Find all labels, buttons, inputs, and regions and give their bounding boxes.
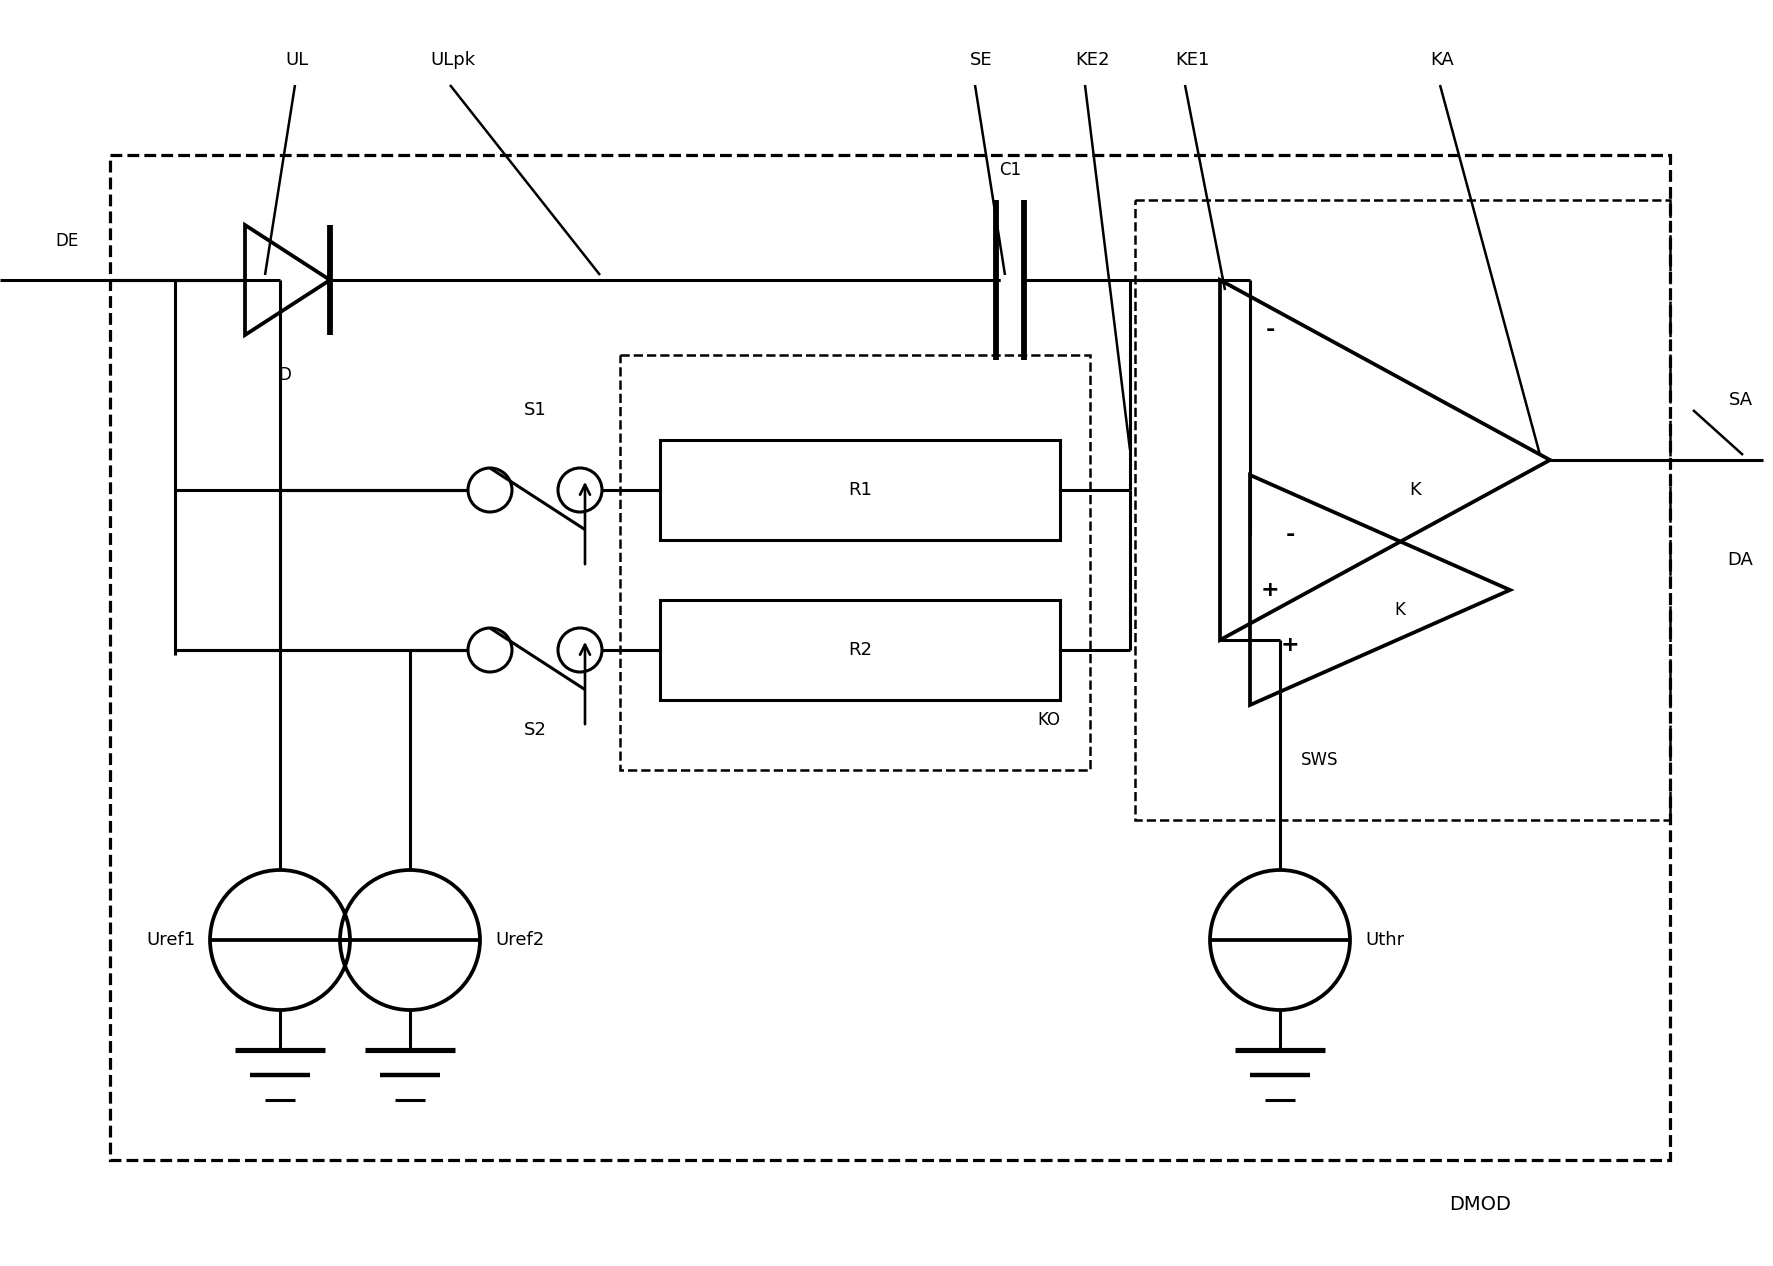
Text: Uref1: Uref1	[145, 931, 195, 950]
Text: DA: DA	[1727, 551, 1753, 568]
Text: KO: KO	[1037, 711, 1060, 729]
Text: KA: KA	[1431, 51, 1454, 70]
Bar	[660, 600, 1060, 700]
Text: DE: DE	[55, 232, 78, 249]
Text: KE2: KE2	[1074, 51, 1110, 70]
Text: -: -	[1266, 320, 1275, 341]
Text: -: -	[1285, 525, 1294, 544]
Text: K: K	[1410, 481, 1420, 499]
Text: SE: SE	[970, 51, 993, 70]
Bar	[621, 354, 1090, 770]
Text: S2: S2	[523, 722, 546, 739]
Bar	[110, 154, 1670, 1160]
Bar	[660, 441, 1060, 541]
Text: K: K	[1395, 601, 1406, 619]
Text: C1: C1	[998, 161, 1021, 179]
Text: S1: S1	[523, 401, 546, 419]
Text: KE1: KE1	[1175, 51, 1209, 70]
Text: Uthr: Uthr	[1365, 931, 1404, 950]
Text: D: D	[278, 366, 291, 384]
Text: ULpk: ULpk	[431, 51, 475, 70]
Text: SA: SA	[1729, 391, 1753, 409]
Text: Uref2: Uref2	[495, 931, 544, 950]
Bar	[1135, 200, 1670, 820]
Text: DMOD: DMOD	[1449, 1195, 1511, 1214]
Text: SWS: SWS	[1301, 751, 1339, 768]
Text: +: +	[1280, 636, 1300, 655]
Text: R1: R1	[847, 481, 872, 499]
Text: UL: UL	[285, 51, 309, 70]
Text: R2: R2	[847, 641, 872, 660]
Text: +: +	[1261, 580, 1280, 600]
